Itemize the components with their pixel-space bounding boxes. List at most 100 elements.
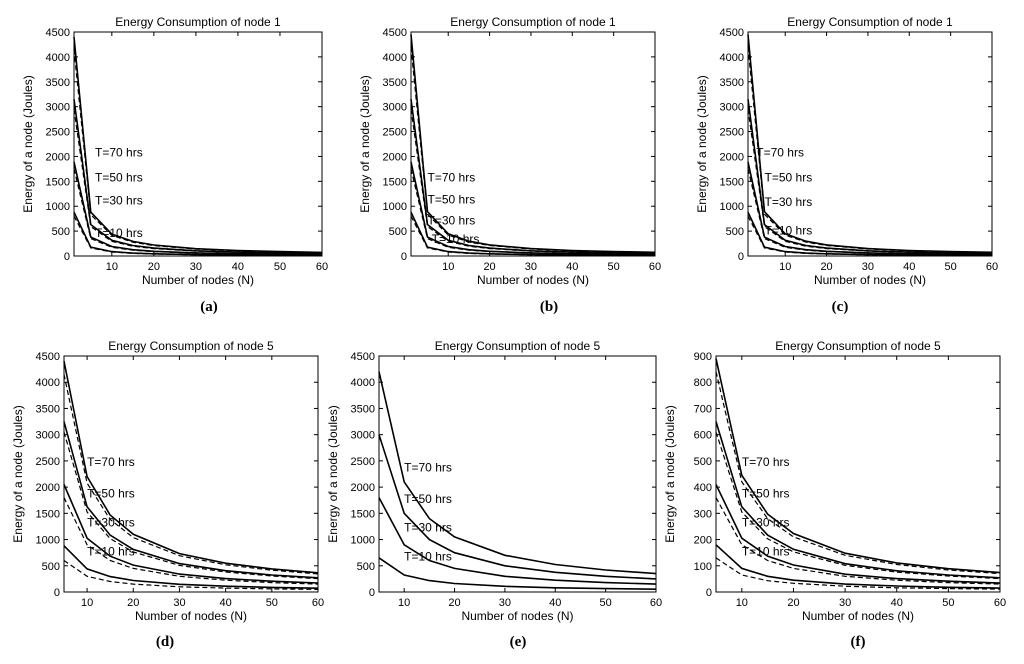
x-tick-label: 50: [600, 597, 612, 609]
series-line-4: [715, 431, 1001, 580]
x-tick-label: 10: [398, 597, 410, 609]
y-tick-label: 400: [694, 482, 712, 494]
y-tick-label: 2500: [46, 127, 70, 139]
chart-title: Energy Consumption of node 1: [787, 15, 953, 29]
series-line-4: [410, 109, 656, 255]
series-annotation: T=10 hrs: [87, 544, 135, 558]
y-tick-label: 200: [694, 535, 712, 547]
y-tick-label: 300: [694, 508, 712, 520]
y-tick-label: 2000: [36, 482, 60, 494]
series-line-5: [715, 484, 1001, 584]
y-tick-label: 1500: [36, 508, 60, 520]
y-tick-label: 2500: [36, 456, 60, 468]
chart-panel-d: Energy Consumption of node 5 0 500 1000 1500…: [11, 339, 324, 650]
series-line-8: [410, 215, 656, 256]
chart-panel-f: Energy Consumption of node 5 0 100 200 300 40…: [663, 339, 1006, 650]
panel-label: (b): [540, 299, 558, 315]
y-tick-label: 600: [694, 430, 712, 442]
y-tick-label: 3500: [351, 403, 375, 415]
x-tick-label: 30: [839, 597, 851, 609]
series-annotation: T=10 hrs: [432, 232, 480, 246]
x-tick-label: 10: [106, 261, 118, 273]
y-axis-label: Energy of a node (Joules): [358, 75, 372, 212]
y-tick-label: 900: [694, 351, 712, 363]
series-annotation: T=70 hrs: [756, 145, 804, 159]
y-tick-label: 2500: [351, 456, 375, 468]
y-tick-label: 700: [694, 403, 712, 415]
x-tick-label: 40: [566, 261, 578, 273]
panel-label: (c): [832, 299, 849, 315]
y-tick-label: 4500: [720, 27, 744, 39]
series-line-2: [63, 374, 319, 575]
y-axis-label: Energy of a node (Joules): [11, 405, 25, 542]
series-line-4: [73, 109, 323, 255]
series-line-6: [63, 497, 319, 585]
series-annotation: T=70 hrs: [428, 170, 476, 184]
y-tick-label: 3000: [36, 430, 60, 442]
x-tick-label: 20: [787, 597, 799, 609]
series-line-6: [73, 168, 323, 256]
x-tick-label: 40: [549, 597, 561, 609]
y-tick-label: 500: [726, 226, 744, 238]
y-tick-label: 0: [369, 587, 375, 599]
y-tick-label: 3500: [383, 77, 407, 89]
y-tick-label: 4000: [720, 52, 744, 64]
x-tick-label: 60: [312, 597, 324, 609]
y-tick-label: 3500: [46, 77, 70, 89]
series-annotation: T=10 hrs: [765, 224, 813, 238]
y-tick-label: 1000: [46, 201, 70, 213]
series-annotation: T=50 hrs: [428, 193, 476, 207]
series-line-7: [715, 544, 1001, 589]
x-tick-label: 60: [650, 597, 662, 609]
y-tick-label: 1500: [46, 176, 70, 188]
y-tick-label: 3000: [383, 102, 407, 114]
x-tick-label: 30: [173, 597, 185, 609]
x-tick-label: 50: [608, 261, 620, 273]
x-tick-label: 40: [220, 597, 232, 609]
series-annotation: T=70 hrs: [742, 455, 790, 469]
series-line-7: [63, 545, 319, 589]
series-annotation: T=10 hrs: [95, 226, 143, 240]
chart-title: Energy Consumption of node 5: [435, 339, 601, 353]
y-tick-label: 0: [64, 251, 70, 263]
series-line-4: [378, 557, 657, 590]
y-tick-label: 1500: [720, 176, 744, 188]
series-annotation: T=70 hrs: [95, 145, 143, 159]
y-tick-label: 4000: [36, 377, 60, 389]
x-tick-label: 60: [316, 261, 328, 273]
y-tick-label: 3000: [720, 102, 744, 114]
x-tick-label: 60: [994, 597, 1006, 609]
series-line-5: [747, 161, 993, 256]
series-annotation: T=30 hrs: [87, 515, 135, 529]
chart-title: Energy Consumption of node 1: [115, 15, 281, 29]
y-tick-label: 2500: [720, 127, 744, 139]
x-axis-label: Number of nodes (N): [142, 273, 254, 287]
y-tick-label: 4500: [383, 27, 407, 39]
series-line-3: [715, 421, 1001, 579]
chart-panel-a: Energy Consumption of node 1 0 500 1000 1500…: [21, 15, 328, 315]
y-tick-label: 1000: [383, 201, 407, 213]
series-line-1: [715, 358, 1001, 574]
y-tick-label: 3500: [36, 403, 60, 415]
series-line-8: [715, 557, 1001, 590]
series-line-8: [747, 215, 993, 256]
series-annotation: T=30 hrs: [765, 195, 813, 209]
series-line-4: [63, 431, 319, 580]
x-tick-label: 50: [266, 597, 278, 609]
y-tick-label: 4000: [351, 377, 375, 389]
x-tick-label: 10: [736, 597, 748, 609]
y-axis-label: Energy of a node (Joules): [695, 75, 709, 212]
x-tick-label: 20: [820, 261, 832, 273]
chart-panel-b: Energy Consumption of node 1 0 500 1000 1500…: [358, 15, 661, 315]
x-axis-label: Number of nodes (N): [135, 609, 247, 623]
series-line-1: [73, 36, 323, 254]
panel-label: (a): [200, 299, 218, 315]
y-tick-label: 500: [52, 226, 70, 238]
x-tick-label: 10: [81, 597, 93, 609]
series-annotation: T=30 hrs: [404, 521, 452, 535]
x-tick-label: 30: [499, 597, 511, 609]
x-axis-label: Number of nodes (N): [814, 273, 926, 287]
series-annotation: T=50 hrs: [95, 170, 143, 184]
y-tick-label: 1500: [383, 176, 407, 188]
